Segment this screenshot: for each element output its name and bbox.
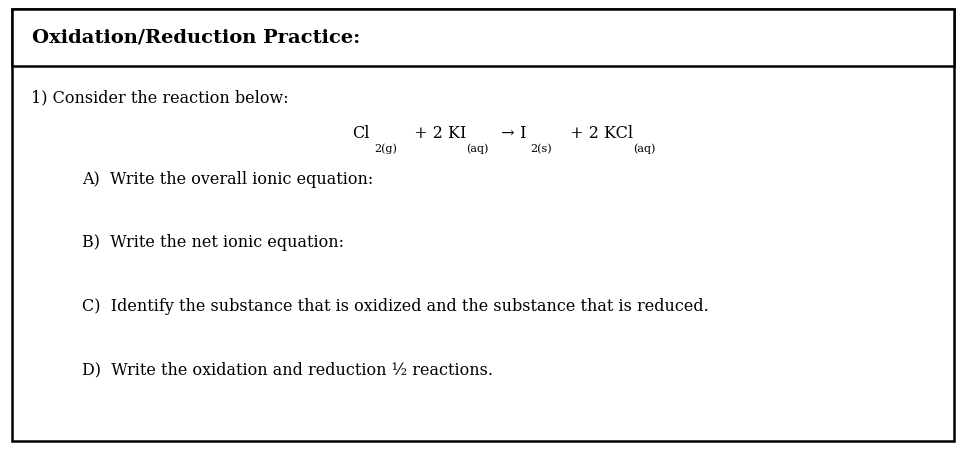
Text: Cl: Cl [353,125,370,143]
Text: 1) Consider the reaction below:: 1) Consider the reaction below: [31,89,289,106]
Text: C)  Identify the substance that is oxidized and the substance that is reduced.: C) Identify the substance that is oxidiz… [82,298,709,315]
Text: (aq): (aq) [467,143,489,154]
Text: + 2 KCl: + 2 KCl [565,125,634,143]
Text: 2(s): 2(s) [530,144,552,154]
Text: I: I [515,125,526,143]
Text: (aq): (aq) [633,143,655,154]
Text: D)  Write the oxidation and reduction ½ reactions.: D) Write the oxidation and reduction ½ r… [82,361,493,379]
Text: + 2 KI: + 2 KI [409,125,466,143]
Bar [12,9,954,66]
Text: →: → [496,125,514,143]
Text: B)  Write the net ionic equation:: B) Write the net ionic equation: [82,234,344,252]
Text: 2(g): 2(g) [374,143,397,154]
Text: Oxidation/Reduction Practice:: Oxidation/Reduction Practice: [32,29,360,46]
Text: A)  Write the overall ionic equation:: A) Write the overall ionic equation: [82,171,374,188]
